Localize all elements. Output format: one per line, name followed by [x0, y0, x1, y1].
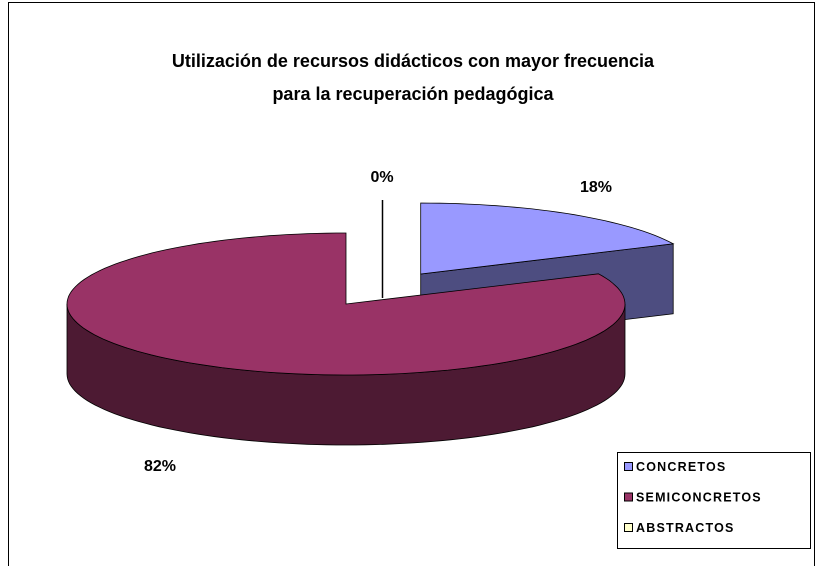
pie-slice — [66, 232, 626, 376]
legend-label: CONCRETOS — [636, 460, 726, 474]
legend-swatch — [624, 462, 633, 471]
legend-label: ABSTRACTOS — [636, 521, 735, 535]
chart-title: Utilización de recursos didácticos con m… — [172, 51, 655, 71]
pie-slice — [420, 202, 675, 275]
chart-title: para la recuperación pedagógica — [272, 84, 554, 104]
legend-label: SEMICONCRETOS — [636, 490, 762, 504]
legend-swatch — [624, 492, 633, 502]
data-label: 82% — [144, 458, 176, 475]
data-label: 18% — [580, 179, 612, 196]
legend-box — [617, 452, 811, 549]
data-label: 0% — [370, 169, 393, 186]
legend-swatch — [624, 523, 633, 532]
